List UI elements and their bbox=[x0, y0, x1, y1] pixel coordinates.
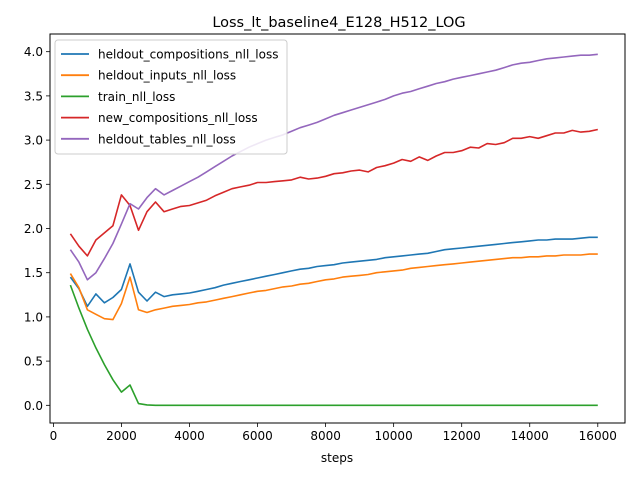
y-tick-label: 3.0 bbox=[24, 134, 43, 148]
x-axis-label: steps bbox=[321, 451, 353, 465]
x-tick-label: 16000 bbox=[579, 429, 617, 443]
y-tick-label: 1.5 bbox=[24, 266, 43, 280]
x-axis-ticks: 0 2000 4000 6000 8000 10000 12000 14000 16000 bbox=[50, 423, 617, 443]
x-tick-label: 6000 bbox=[242, 429, 273, 443]
y-axis-ticks: 0.0 0.5 1.0 1.5 2.0 2.5 3.0 3.5 4.0 bbox=[24, 45, 50, 413]
y-tick-label: 0.0 bbox=[24, 399, 43, 413]
series-line-train-nll-loss bbox=[69, 284, 598, 407]
legend-label: heldout_inputs_nll_loss bbox=[98, 69, 236, 83]
series-line-heldout-inputs-nll-loss bbox=[69, 253, 598, 321]
x-tick-label: 14000 bbox=[511, 429, 549, 443]
chart-title: Loss_lt_baseline4_E128_H512_LOG bbox=[212, 15, 465, 31]
x-tick-label: 4000 bbox=[174, 429, 205, 443]
plot-frame bbox=[49, 33, 626, 424]
series-line-heldout-tables-nll-loss bbox=[69, 53, 598, 281]
y-tick-label: 0.5 bbox=[24, 355, 43, 369]
series-line-new-compositions-nll-loss bbox=[69, 128, 598, 257]
y-tick-label: 1.0 bbox=[24, 310, 43, 324]
legend-label: train_nll_loss bbox=[98, 90, 175, 104]
legend-label: heldout_compositions_nll_loss bbox=[98, 48, 278, 62]
y-tick-label: 4.0 bbox=[24, 45, 43, 59]
y-tick-label: 2.5 bbox=[24, 178, 43, 192]
x-tick-label: 8000 bbox=[310, 429, 341, 443]
x-tick-label: 0 bbox=[50, 429, 58, 443]
x-tick-label: 12000 bbox=[443, 429, 481, 443]
legend-box bbox=[54, 39, 288, 155]
legend-label: heldout_tables_nll_loss bbox=[98, 132, 236, 146]
x-tick-label: 2000 bbox=[106, 429, 137, 443]
y-tick-label: 3.5 bbox=[24, 89, 43, 103]
legend-label: new_compositions_nll_loss bbox=[98, 111, 258, 125]
legend: heldout_compositions_nll_loss heldout_inp… bbox=[54, 39, 288, 155]
series-lines bbox=[69, 53, 598, 407]
x-tick-label: 10000 bbox=[375, 429, 413, 443]
series-line-heldout-compositions-nll-loss bbox=[69, 236, 598, 308]
y-tick-label: 2.0 bbox=[24, 222, 43, 236]
